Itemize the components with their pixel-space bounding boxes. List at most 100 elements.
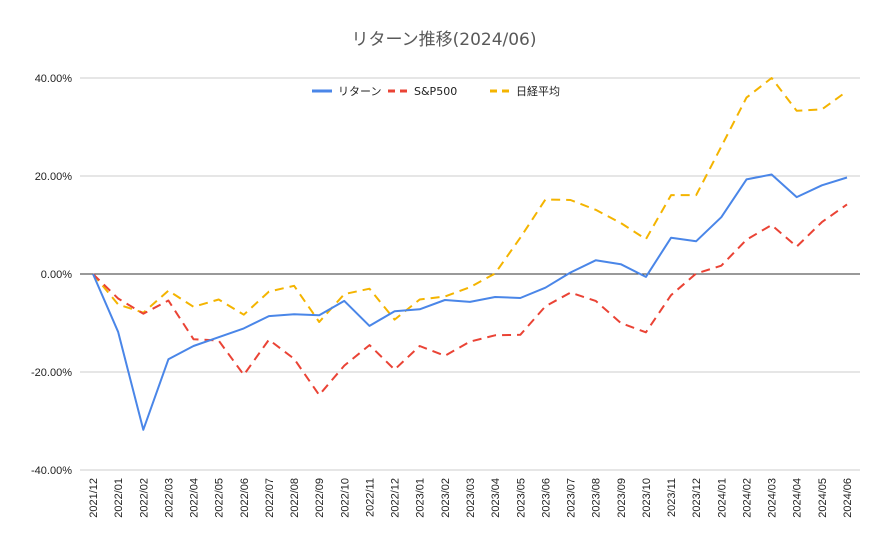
data-point [796,110,798,112]
series-lines [92,77,848,431]
x-tick-label: 2023/04 [490,478,502,518]
data-point [368,344,370,346]
data-point [343,293,345,295]
data-point [469,286,471,288]
x-tick-label: 2024/01 [716,478,728,518]
data-point [595,259,597,261]
data-point [419,345,421,347]
data-point [821,108,823,110]
data-point [645,238,647,240]
data-point [117,303,119,305]
data-point [142,429,144,431]
data-point [569,291,571,293]
data-point [720,145,722,147]
data-point [469,340,471,342]
x-tick-label: 2024/02 [741,478,753,518]
data-point [268,315,270,317]
data-point [821,221,823,223]
data-point [796,245,798,247]
data-point [318,394,320,396]
data-point [519,334,521,336]
data-point [519,237,521,239]
x-tick-label: 2023/09 [616,478,628,518]
data-point [620,322,622,324]
data-point [318,314,320,316]
data-point [393,310,395,312]
data-point [770,173,772,175]
x-tick-label: 2023/02 [440,478,452,518]
data-point [167,299,169,301]
legend-label: S&P500 [414,85,457,98]
data-point [569,271,571,273]
data-point [444,295,446,297]
data-point [393,318,395,320]
data-point [444,299,446,301]
x-tick-label: 2023/08 [591,478,603,518]
data-point [117,331,119,333]
data-point [544,198,546,200]
data-point [645,331,647,333]
x-tick-label: 2024/06 [842,478,854,518]
data-point [620,222,622,224]
x-tick-label: 2022/10 [339,478,351,518]
legend-label: リターン [338,85,381,98]
data-point [670,294,672,296]
x-tick-label: 2024/04 [792,478,804,518]
legend: リターン S&P500 日経平均 [312,85,560,98]
data-point [218,336,220,338]
data-point [595,209,597,211]
x-tick-label: 2022/11 [364,478,376,517]
data-point [419,308,421,310]
x-axis-ticks: 2021/12 2022/01 2022/02 2022/03 2022/04 2022/… [88,478,854,518]
legend-label: 日経平均 [516,85,560,98]
x-tick-label: 2021/12 [88,478,100,518]
data-point [368,325,370,327]
data-point [268,339,270,341]
data-point [444,355,446,357]
data-point [268,290,270,292]
x-tick-label: 2024/05 [817,478,829,518]
data-point [469,301,471,303]
x-tick-label: 2022/08 [289,478,301,518]
y-tick-label: -20.00% [31,367,72,379]
data-point [393,368,395,370]
y-axis-ticks: 40.00% 20.00% 0.00% -20.00% -40.00% [31,73,72,477]
y-tick-label: 20.00% [35,171,73,183]
data-point [720,265,722,267]
x-tick-label: 2022/03 [163,478,175,518]
x-tick-label: 2022/12 [390,478,402,518]
data-point [720,216,722,218]
data-point [695,240,697,242]
data-point [670,194,672,196]
series-line [92,173,848,431]
x-tick-label: 2023/10 [641,478,653,518]
data-point [494,296,496,298]
x-tick-label: 2022/02 [138,478,150,518]
x-tick-label: 2024/03 [767,478,779,518]
series-line [92,77,848,323]
data-point [846,90,848,92]
data-point [695,272,697,274]
data-point [544,287,546,289]
x-tick-label: 2023/11 [666,478,678,517]
data-point [92,273,94,275]
data-point [846,203,848,205]
data-point [293,358,295,360]
x-tick-label: 2022/06 [239,478,251,518]
data-point [645,276,647,278]
data-point [494,334,496,336]
x-tick-label: 2022/09 [314,478,326,518]
data-point [770,77,772,79]
x-tick-label: 2023/12 [691,478,703,518]
data-point [192,338,194,340]
data-point [293,313,295,315]
data-point [745,239,747,241]
x-tick-label: 2023/06 [540,478,552,518]
data-point [494,272,496,274]
data-point [770,224,772,226]
data-point [695,194,697,196]
data-point [142,313,144,315]
y-tick-label: -40.00% [31,465,72,477]
data-point [293,285,295,287]
data-point [745,96,747,98]
